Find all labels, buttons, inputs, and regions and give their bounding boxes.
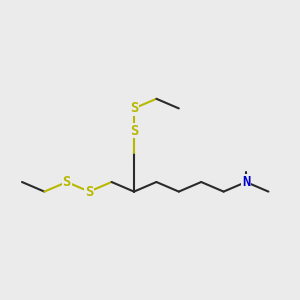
Text: S: S <box>130 101 138 116</box>
Text: S: S <box>63 175 71 189</box>
Text: S: S <box>85 184 93 199</box>
Text: N: N <box>242 175 250 189</box>
Text: S: S <box>130 124 138 138</box>
